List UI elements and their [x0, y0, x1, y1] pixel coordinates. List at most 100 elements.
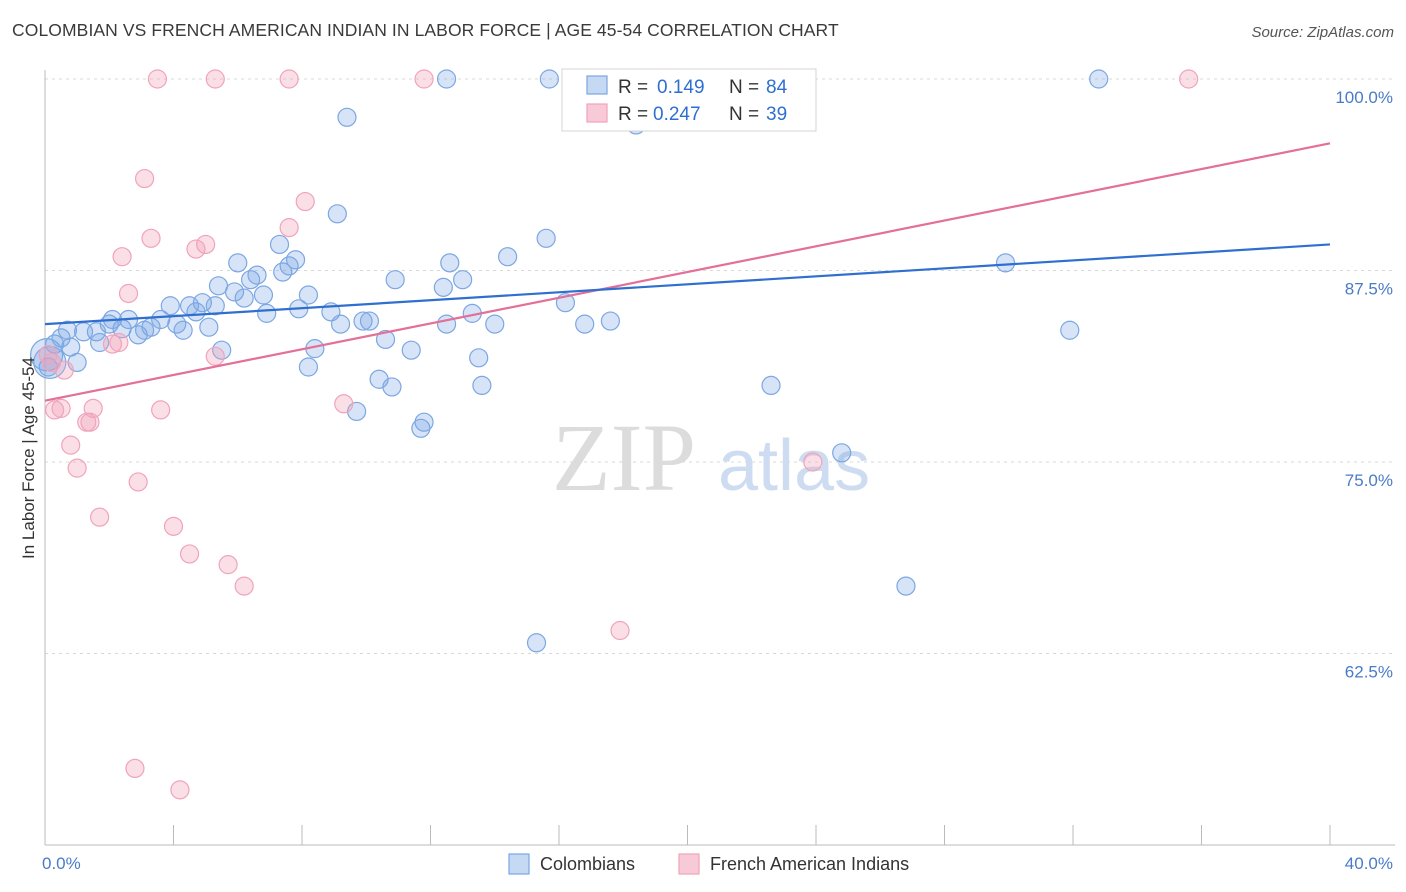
colombians-point-75: [761, 375, 781, 395]
colombians-point-78: [896, 576, 916, 596]
colombians-point-77: [832, 443, 852, 463]
french-point-20: [186, 239, 206, 259]
french-point-5: [67, 458, 87, 478]
french-point-12: [112, 247, 132, 267]
watermark-zip: ZIP: [552, 404, 696, 511]
chart-title: COLOMBIAN VS FRENCH AMERICAN INDIAN IN L…: [12, 20, 839, 40]
french-point-27: [334, 394, 354, 414]
legend-n-value-french: 39: [766, 104, 787, 125]
bottom-legend-swatch-colombians: [508, 853, 530, 875]
french-point-3: [54, 360, 74, 380]
colombians-point-19: [173, 320, 193, 340]
french-point-25: [279, 218, 299, 238]
french-point-37: [170, 780, 190, 800]
french-point-1: [45, 400, 65, 420]
colombians-point-64: [485, 314, 505, 334]
french-point-21: [196, 234, 216, 255]
french-point-28: [147, 69, 168, 89]
french-point-30: [279, 69, 299, 89]
colombians-point-50: [375, 329, 396, 350]
colombians-point-40: [298, 357, 319, 377]
y-tick-labels: 62.5% 75.0% 87.5% 100.0%: [1335, 88, 1393, 682]
legend-r-value-colombians: 0.149: [657, 77, 705, 98]
gridlines: [45, 78, 1395, 654]
bottom-legend-label-french: French American Indians: [710, 854, 909, 874]
colombians-point-57: [436, 69, 457, 89]
colombians-point-68: [526, 633, 547, 653]
colombians-point-23: [199, 317, 219, 337]
colombians-point-56: [433, 277, 453, 297]
french-point-34: [803, 452, 823, 472]
y-tick-label-2: 87.5%: [1345, 280, 1393, 299]
colombians-point-66: [536, 228, 556, 248]
colombians-point-25: [208, 276, 229, 296]
colombians-point-80: [1060, 320, 1080, 340]
colombians-points: [30, 69, 1109, 653]
x-tick-label-min: 0.0%: [42, 854, 81, 873]
bottom-legend-label-colombians: Colombians: [540, 854, 635, 874]
colombians-point-39: [298, 285, 319, 305]
french-point-9: [90, 507, 110, 527]
french-point-33: [610, 620, 630, 641]
french-point-36: [125, 758, 145, 779]
colombians-point-24: [205, 296, 225, 316]
french-point-2: [51, 398, 71, 418]
french-point-4: [61, 435, 81, 455]
colombians-point-45: [337, 107, 357, 127]
y-axis-title: In Labor Force | Age 45-54: [19, 357, 38, 559]
french-point-22: [205, 346, 225, 366]
legend-r-label-colombians: R =: [618, 77, 648, 98]
y-tick-label-0: 62.5%: [1345, 663, 1393, 682]
french-point-15: [134, 168, 155, 189]
trend-lines: [44, 142, 1331, 402]
colombians-point-32: [253, 285, 274, 305]
colombians-point-70: [575, 314, 595, 334]
colombians-point-48: [359, 311, 380, 331]
legend-n-label-colombians: N =: [729, 77, 759, 98]
colombians-point-67: [539, 69, 559, 89]
colombians-point-52: [385, 270, 405, 290]
colombians-point-29: [234, 288, 254, 308]
colombians-point-81: [1089, 69, 1109, 89]
colombians-point-34: [269, 234, 290, 255]
french-point-8: [83, 398, 103, 418]
colombians-point-60: [453, 270, 473, 290]
french-point-11: [109, 332, 129, 353]
legend-n-label-french: N =: [729, 104, 759, 125]
y-tick-label-1: 75.0%: [1345, 471, 1393, 490]
french-point-29: [205, 69, 225, 89]
legend-swatch-french-american-indians: [586, 103, 608, 123]
colombians-point-27: [224, 282, 245, 302]
source-label: Source: ZipAtlas.com: [1251, 24, 1394, 41]
legend-swatch-colombians: [586, 75, 608, 95]
colombians-point-65: [498, 247, 518, 267]
colombians-point-51: [382, 377, 402, 397]
colombians-point-53: [401, 340, 421, 360]
colombians-point-63: [472, 375, 492, 395]
colombians-point-31: [247, 265, 267, 285]
colombians-point-59: [436, 314, 457, 334]
colombians-point-44: [330, 314, 351, 334]
french-point-19: [179, 544, 200, 564]
series-legend: Colombians French American Indians: [508, 853, 909, 875]
colombians-point-72: [600, 311, 621, 331]
french-point-35: [1179, 69, 1199, 89]
colombians-point-33: [257, 303, 277, 323]
colombians-point-55: [414, 412, 434, 432]
french-point-26: [295, 191, 315, 212]
colombians-point-37: [285, 250, 306, 270]
colombians-point-28: [228, 253, 248, 273]
legend-n-value-colombians: 84: [766, 77, 788, 98]
french-point-18: [163, 516, 184, 536]
french-point-13: [118, 283, 139, 304]
colombians-point-79: [995, 253, 1016, 273]
colombians-point-17: [160, 296, 180, 316]
french-point-31: [414, 69, 434, 89]
correlation-legend: R = 0.149 N = 84 R = 0.247 N = 39: [561, 68, 817, 132]
colombians-point-58: [440, 253, 460, 273]
colombians-point-47: [353, 311, 373, 331]
legend-r-label-french: R =: [618, 104, 648, 125]
french-point-23: [218, 555, 238, 575]
watermark-atlas: atlas: [718, 426, 870, 506]
